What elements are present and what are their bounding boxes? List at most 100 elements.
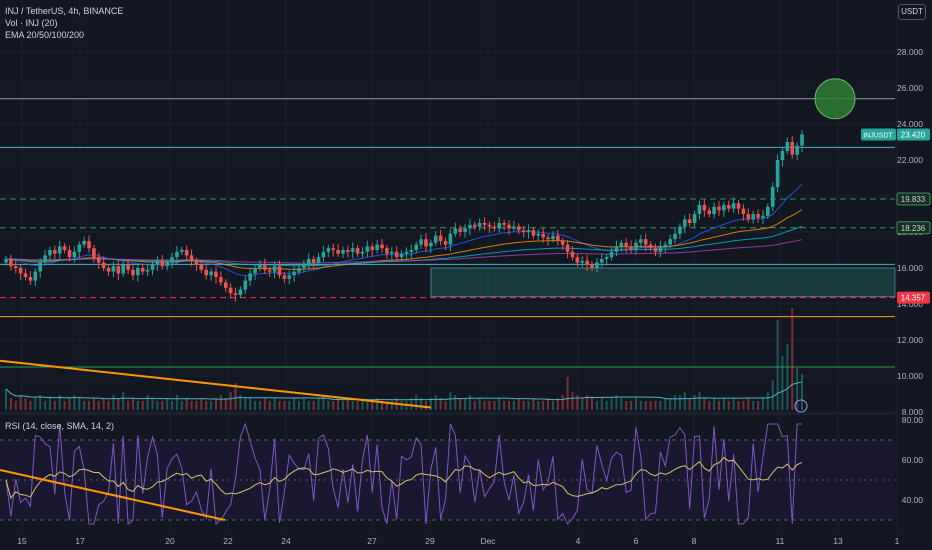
volume-bar: [605, 401, 608, 410]
candle-body: [736, 203, 741, 209]
ema-indicator-label[interactable]: EMA 20/50/100/200: [5, 30, 85, 40]
volume-bar: [610, 398, 613, 410]
candle-body: [795, 145, 799, 155]
volume-bar: [112, 395, 115, 410]
volume-bar: [439, 398, 442, 410]
volume-bar: [625, 401, 628, 410]
candle-body: [204, 269, 209, 276]
volume-bar: [410, 398, 413, 410]
candle-body: [13, 266, 18, 268]
rsi-indicator-label[interactable]: RSI (14, close, SMA, 14, 2): [5, 421, 115, 431]
volume-bar: [722, 398, 725, 410]
volume-bar: [151, 398, 154, 410]
volume-bar: [801, 374, 803, 410]
candle-body: [448, 233, 453, 245]
volume-bar: [161, 401, 164, 410]
rsi-trendline: [0, 469, 226, 521]
volume-bar: [200, 398, 203, 410]
candle-body: [131, 269, 135, 276]
symbol-title[interactable]: INJ / TetherUS, 4h, BINANCE: [5, 6, 124, 16]
volume-bar: [649, 401, 652, 410]
candle-body: [492, 226, 497, 229]
candle-body: [575, 257, 580, 263]
candle-body: [272, 266, 277, 272]
candle-body: [570, 251, 575, 258]
volume-bar: [180, 401, 183, 410]
volume-bar: [542, 401, 545, 410]
volume-bar: [68, 398, 71, 410]
volume-bar: [683, 392, 686, 410]
rsi-line: [5, 422, 802, 525]
candle-body: [487, 224, 492, 227]
time-tick-label: 13: [833, 536, 843, 546]
candle-body: [746, 214, 751, 220]
candle-body: [82, 241, 86, 245]
volume-bar: [571, 392, 574, 410]
volume-bar: [669, 398, 672, 410]
volume-bar: [346, 398, 349, 410]
candle-body: [346, 250, 350, 252]
candle-body: [321, 251, 326, 258]
candle-body: [565, 244, 570, 252]
volume-bar: [752, 401, 755, 410]
volume-bar: [83, 401, 86, 410]
volume-bar: [639, 401, 642, 410]
currency-button[interactable]: USDT: [898, 4, 926, 20]
time-tick-label: 20: [165, 536, 175, 546]
candle-body: [516, 226, 521, 231]
candle-body: [551, 235, 555, 240]
volume-bar: [781, 356, 784, 410]
volume-bar: [210, 401, 213, 410]
volume-bar: [713, 398, 716, 410]
volume-bar: [229, 392, 232, 410]
candle-body: [126, 264, 130, 270]
candle-body: [790, 142, 795, 155]
volume-bar: [307, 401, 310, 410]
volume-bar: [73, 395, 76, 410]
candle-body: [23, 273, 28, 277]
volume-bar: [102, 398, 105, 410]
volume-bar: [190, 401, 193, 410]
volume-bar: [278, 401, 281, 410]
volume-bar: [156, 401, 159, 410]
volume-bar: [532, 398, 535, 410]
time-tick-label: Dec: [480, 536, 496, 546]
candle-body: [726, 205, 731, 209]
volume-bar: [9, 398, 12, 410]
volume-bar: [97, 401, 100, 410]
candle-body: [214, 271, 218, 277]
candle-body: [282, 275, 287, 279]
candle-body: [87, 241, 91, 249]
candle-body: [707, 210, 712, 214]
volume-bar: [317, 398, 320, 410]
candle-body: [77, 244, 82, 252]
candle-body: [482, 223, 487, 225]
price-tick-label: 8.000: [902, 407, 924, 417]
price-tick-label: 24.000: [897, 119, 923, 129]
volume-bar: [600, 398, 603, 410]
candle-body: [145, 269, 150, 272]
volume-bar: [464, 398, 467, 410]
time-axis: 15 17 20 22 24 27 29 Dec 4 6 8 11 13 1: [17, 536, 899, 546]
volume-indicator-label[interactable]: Vol · INJ (20): [5, 18, 58, 28]
candle-body: [717, 206, 721, 211]
volume-bar: [141, 401, 144, 410]
volume-bar: [219, 395, 222, 410]
candle-body: [326, 248, 331, 252]
time-tick-label: 24: [281, 536, 291, 546]
candle-body: [609, 251, 614, 258]
volume-bar: [664, 398, 667, 410]
candle-body: [258, 264, 262, 268]
candle-body: [731, 203, 736, 209]
volume-bar: [576, 395, 579, 410]
volume-bar: [688, 398, 691, 410]
candle-body: [370, 246, 375, 250]
volume-bar: [468, 395, 471, 410]
candle-body: [67, 250, 72, 258]
volume-bar: [644, 401, 647, 410]
volume-bar: [698, 392, 701, 410]
candle-body: [243, 280, 248, 290]
volume-bar: [786, 344, 789, 410]
volume-bar: [302, 398, 305, 410]
